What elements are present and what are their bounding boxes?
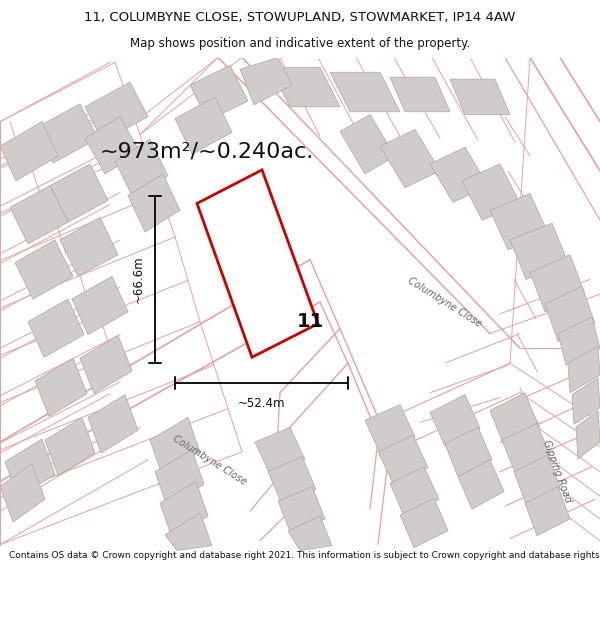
Polygon shape xyxy=(288,516,332,551)
Polygon shape xyxy=(197,170,318,358)
Text: ~973m²/~0.240ac.: ~973m²/~0.240ac. xyxy=(100,141,314,161)
Text: 11, COLUMBYNE CLOSE, STOWUPLAND, STOWMARKET, IP14 4AW: 11, COLUMBYNE CLOSE, STOWUPLAND, STOWMAR… xyxy=(85,11,515,24)
Text: Columbyne Close: Columbyne Close xyxy=(406,275,484,329)
Polygon shape xyxy=(380,129,440,188)
Polygon shape xyxy=(190,66,248,121)
Text: ~52.4m: ~52.4m xyxy=(238,397,285,409)
Polygon shape xyxy=(150,418,200,474)
Polygon shape xyxy=(558,317,600,365)
Polygon shape xyxy=(115,139,168,198)
Polygon shape xyxy=(128,174,180,232)
Polygon shape xyxy=(85,117,140,174)
Polygon shape xyxy=(175,97,232,154)
Polygon shape xyxy=(365,404,415,453)
Polygon shape xyxy=(270,68,340,107)
Polygon shape xyxy=(28,299,84,358)
Polygon shape xyxy=(510,223,568,279)
Polygon shape xyxy=(45,418,95,476)
Polygon shape xyxy=(576,411,600,459)
Polygon shape xyxy=(445,428,492,476)
Polygon shape xyxy=(490,194,548,250)
Polygon shape xyxy=(0,464,45,522)
Polygon shape xyxy=(155,450,204,506)
Polygon shape xyxy=(514,455,560,504)
Polygon shape xyxy=(165,513,212,551)
Polygon shape xyxy=(530,255,585,312)
Polygon shape xyxy=(330,72,400,112)
Text: Map shows position and indicative extent of the property.: Map shows position and indicative extent… xyxy=(130,38,470,51)
Polygon shape xyxy=(458,460,504,509)
Polygon shape xyxy=(160,481,208,538)
Polygon shape xyxy=(85,82,148,141)
Polygon shape xyxy=(572,378,600,424)
Polygon shape xyxy=(240,58,292,105)
Polygon shape xyxy=(72,276,128,334)
Polygon shape xyxy=(0,122,58,181)
Polygon shape xyxy=(525,486,570,536)
Polygon shape xyxy=(80,336,132,394)
Polygon shape xyxy=(430,395,480,446)
Polygon shape xyxy=(430,148,488,202)
Polygon shape xyxy=(255,428,305,474)
Polygon shape xyxy=(35,358,87,416)
Polygon shape xyxy=(10,186,68,244)
Text: ~66.6m: ~66.6m xyxy=(132,256,145,303)
Polygon shape xyxy=(88,395,138,453)
Polygon shape xyxy=(490,392,538,443)
Polygon shape xyxy=(60,217,118,276)
Polygon shape xyxy=(378,435,428,484)
Polygon shape xyxy=(462,164,520,220)
Polygon shape xyxy=(502,423,550,472)
Text: Gipping Road: Gipping Road xyxy=(541,439,573,504)
Text: 11: 11 xyxy=(296,312,323,331)
Text: Contains OS data © Crown copyright and database right 2021. This information is : Contains OS data © Crown copyright and d… xyxy=(9,551,600,559)
Polygon shape xyxy=(15,240,73,299)
Polygon shape xyxy=(278,486,325,534)
Polygon shape xyxy=(35,104,98,163)
Polygon shape xyxy=(5,439,55,498)
Polygon shape xyxy=(340,115,395,174)
Polygon shape xyxy=(400,498,448,548)
Polygon shape xyxy=(568,346,600,392)
Polygon shape xyxy=(545,286,595,341)
Polygon shape xyxy=(268,457,316,504)
Polygon shape xyxy=(50,164,108,222)
Polygon shape xyxy=(390,78,450,112)
Polygon shape xyxy=(390,467,439,516)
Polygon shape xyxy=(450,79,510,115)
Text: Columbyne Close: Columbyne Close xyxy=(172,433,248,486)
